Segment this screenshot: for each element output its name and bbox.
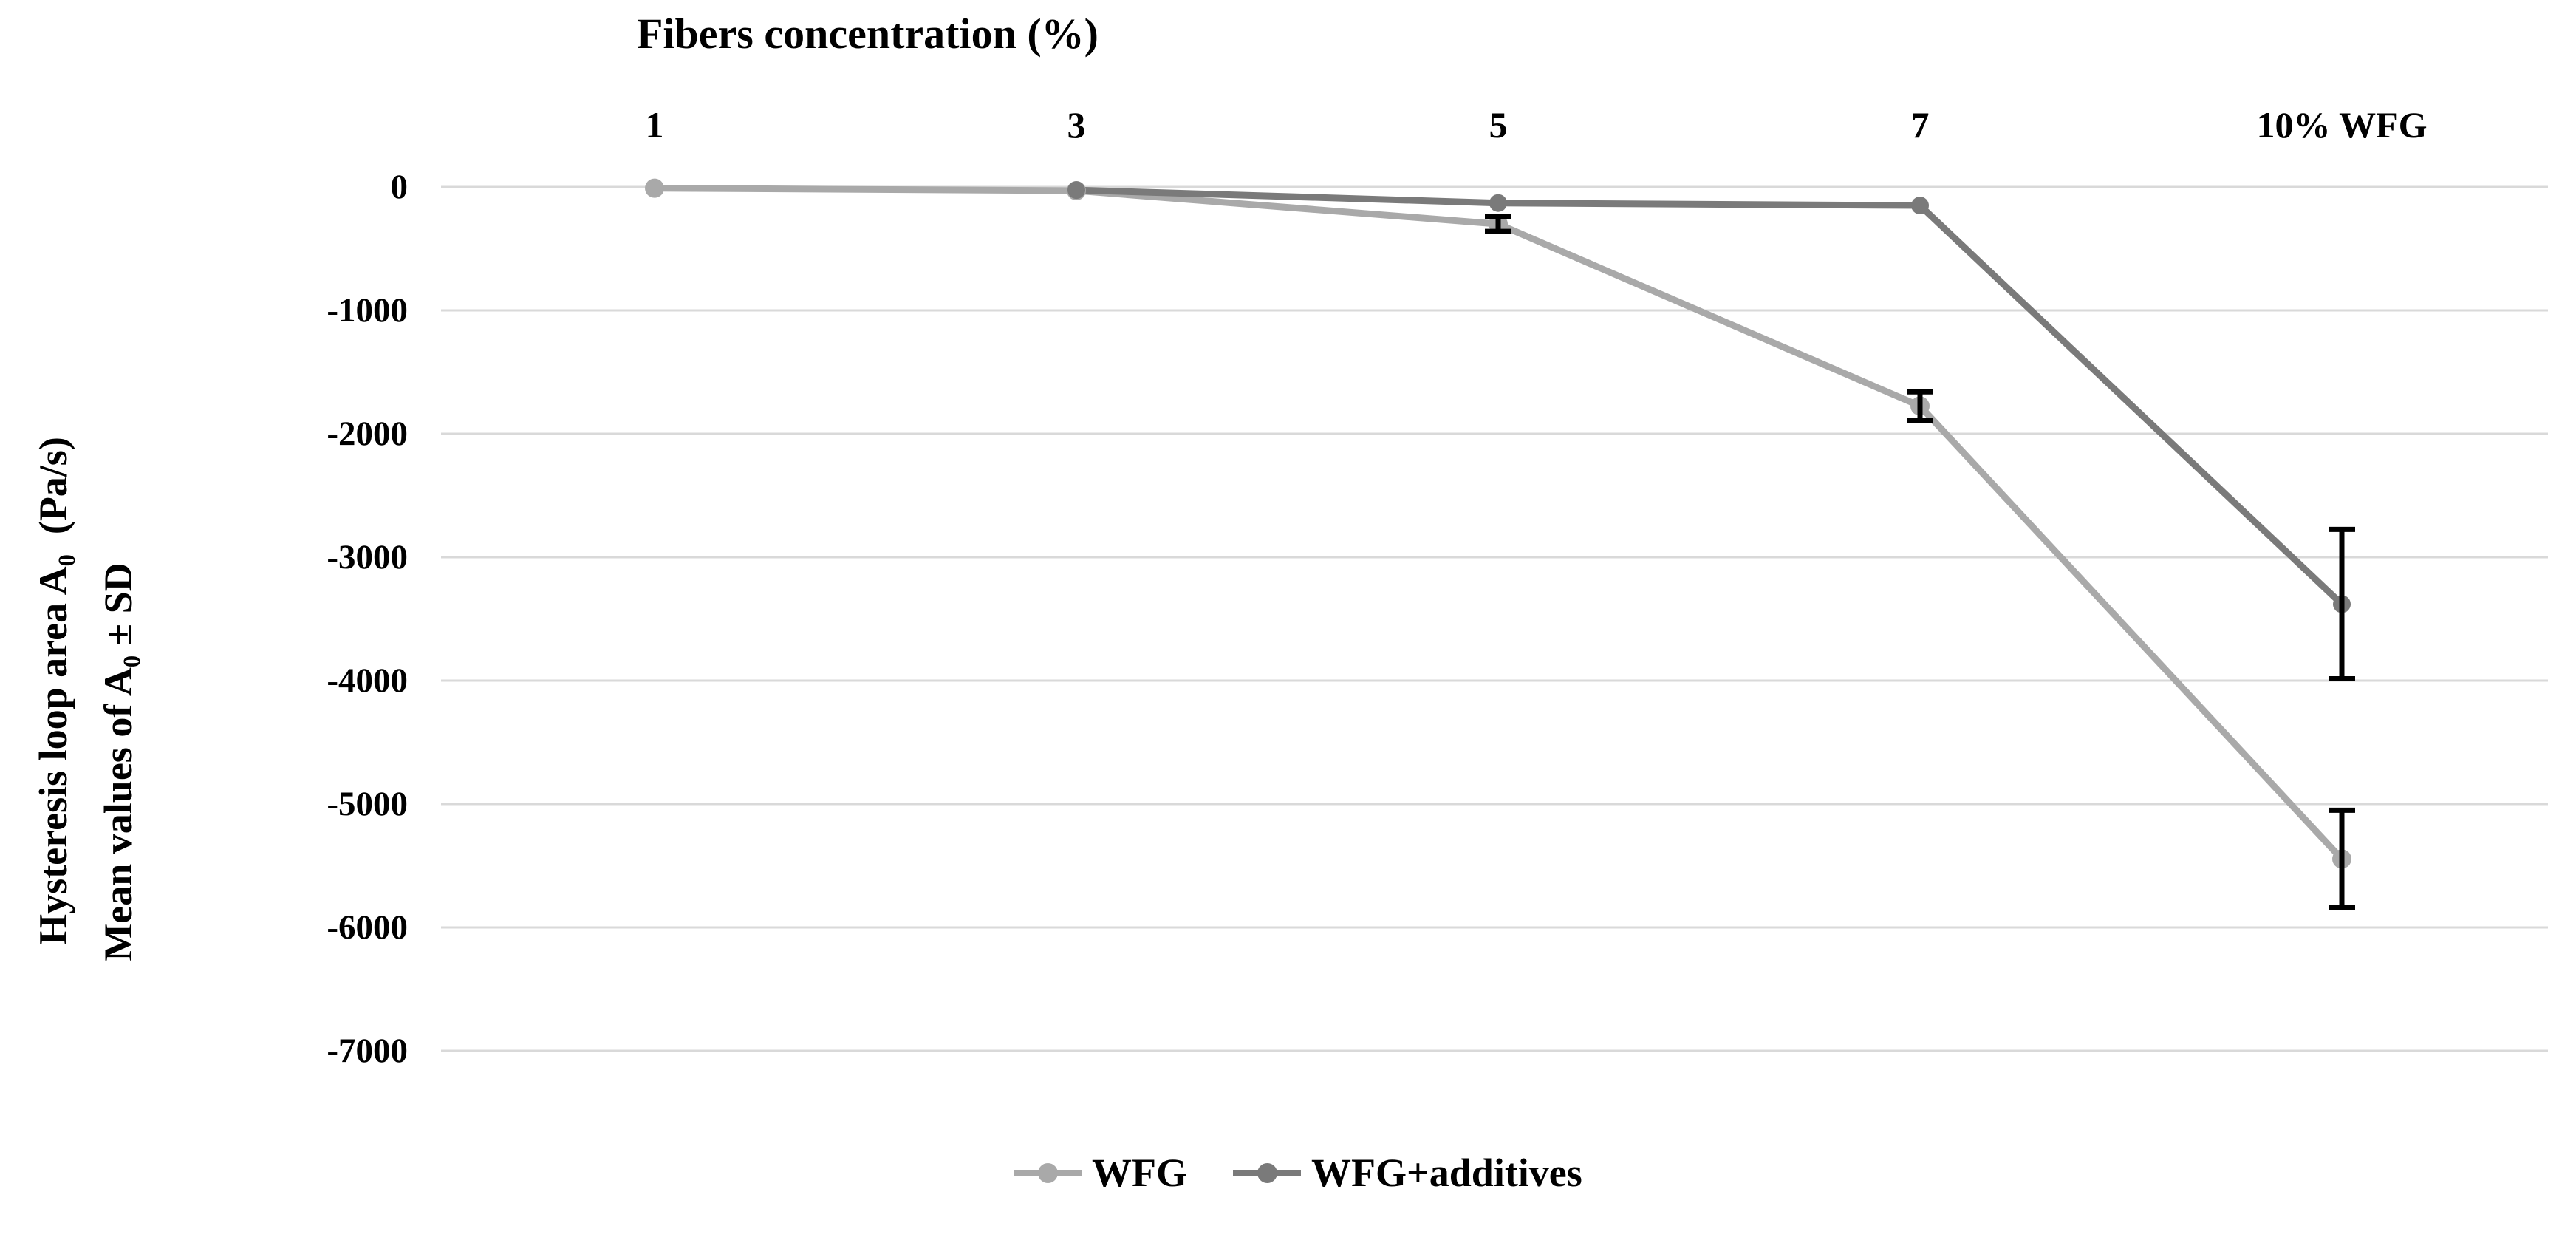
x-tick-label: 5 xyxy=(1489,104,1508,146)
series-line-wfg xyxy=(654,185,2345,862)
legend-dot-icon xyxy=(1038,1162,1058,1183)
legend-label: WFG+additives xyxy=(1311,1151,1582,1195)
data-point-marker xyxy=(1911,197,1929,215)
y-tick-label: -6000 xyxy=(327,908,408,947)
y-axis-label-line1: Hysteresis loop area A₀ (Pa/s) xyxy=(31,437,75,945)
legend-label: WFG xyxy=(1092,1151,1187,1195)
y-tick-label: -5000 xyxy=(327,785,408,823)
legend: WFG WFG+additives xyxy=(1014,1141,1582,1205)
x-tick-label: 1 xyxy=(645,104,664,146)
data-point-marker xyxy=(1489,194,1507,212)
y-tick-label: -2000 xyxy=(327,415,408,453)
legend-line-marker-icon xyxy=(1233,1162,1301,1183)
x-tick-label: 3 xyxy=(1067,104,1086,146)
series-line-wfg-additives xyxy=(1076,186,2345,607)
legend-line-marker-icon xyxy=(1014,1162,1082,1183)
y-tick-label: -1000 xyxy=(327,291,408,330)
y-tick-label: 0 xyxy=(390,168,409,206)
y-tick-label: -4000 xyxy=(327,661,408,700)
y-tick-label: -3000 xyxy=(327,538,408,576)
y-axis-label-line2: Mean values of A₀ ± SD xyxy=(96,562,140,961)
legend-item-wfg-additives: WFG+additives xyxy=(1233,1150,1582,1196)
data-point-marker xyxy=(645,178,664,198)
legend-dot-icon xyxy=(1257,1162,1277,1183)
x-tick-label: 10% WFG xyxy=(2256,104,2428,146)
y-tick-label: -7000 xyxy=(327,1032,408,1070)
data-point-marker xyxy=(1067,181,1085,200)
x-tick-label: 7 xyxy=(1910,104,1930,146)
legend-item-wfg: WFG xyxy=(1014,1150,1187,1196)
chart-title: Fibers concentration (%) xyxy=(637,10,1099,58)
